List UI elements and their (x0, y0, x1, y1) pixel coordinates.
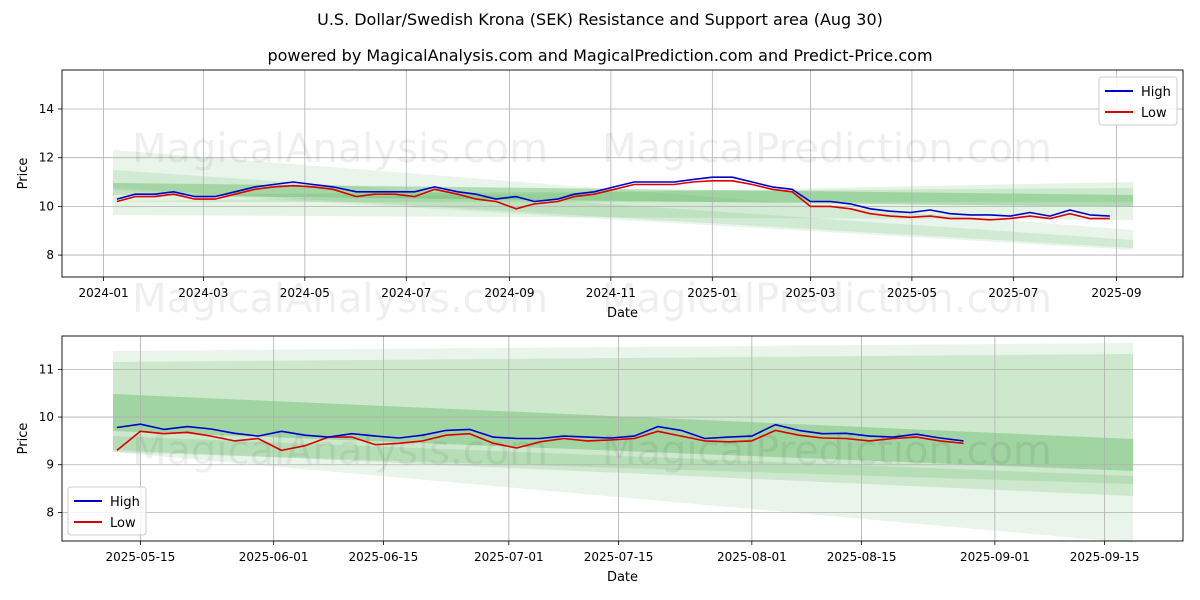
watermark-text: MagicalAnalysis.com (132, 126, 548, 172)
y-axis-label: Price (16, 158, 31, 190)
x-tick-label: 2025-09-01 (960, 550, 1030, 564)
plot-frame (61, 335, 1184, 542)
legend: High Low (67, 486, 147, 536)
y-axis-label: Price (16, 423, 31, 455)
resistance-support-band (113, 394, 1133, 471)
series-line-high (116, 176, 1110, 217)
x-tick-label: 2025-01 (687, 286, 737, 300)
resistance-support-band (113, 188, 1133, 202)
y-tick-label: 10 (39, 410, 54, 424)
plot-frame (61, 69, 1184, 278)
x-tick-label: 2025-08-01 (717, 550, 787, 564)
watermark-text: MagicalPrediction.com (602, 126, 1052, 172)
x-tick-label: 2025-06-15 (349, 550, 419, 564)
x-tick-label: 2025-06-01 (239, 550, 309, 564)
x-tick-label: 2024-01 (79, 286, 129, 300)
x-tick-label: 2024-05 (280, 286, 330, 300)
watermark-text: MagicalAnalysis.com (132, 276, 548, 322)
x-tick-label: 2025-07 (988, 286, 1038, 300)
legend-label-low: Low (110, 516, 136, 531)
x-tick-label: 2024-03 (178, 286, 228, 300)
resistance-support-band (113, 183, 1133, 207)
y-tick-label: 10 (39, 199, 54, 213)
x-axis-label: Date (607, 570, 638, 585)
legend-label-high: High (110, 495, 140, 510)
y-tick-label: 14 (39, 102, 54, 116)
resistance-support-band (113, 343, 1133, 543)
resistance-support-band (113, 170, 1133, 248)
chart-title: U.S. Dollar/Swedish Krona (SEK) Resistan… (317, 10, 883, 29)
axes-bottom: 2025-05-15 2025-06-01 2025-06-15 2025-07-01… (16, 335, 1184, 585)
resistance-support-band (113, 150, 1133, 250)
y-tick-label: 9 (46, 458, 54, 472)
x-tick-label: 2025-08-15 (827, 550, 897, 564)
series-line-high (116, 423, 964, 442)
y-tick-label: 12 (39, 151, 54, 165)
x-tick-label: 2025-07-15 (584, 550, 654, 564)
x-tick-label: 2025-05 (887, 286, 937, 300)
legend-label-high: High (1141, 85, 1171, 100)
resistance-support-band (113, 354, 1133, 496)
x-tick-label: 2024-07 (381, 286, 431, 300)
legend-label-low: Low (1141, 106, 1167, 121)
axes-top: 2024-01 2024-03 2024-05 2024-07 2024-09 2024-… (16, 69, 1184, 322)
watermark-text: MagicalPrediction.com (602, 428, 1052, 474)
x-tick-label: 2025-05-15 (106, 550, 176, 564)
y-tick-label: 11 (39, 362, 54, 376)
x-axis-label: Date (607, 306, 638, 321)
series-line-low (116, 429, 964, 452)
x-tick-label: 2025-03 (785, 286, 835, 300)
chart-subtitle: powered by MagicalAnalysis.com and Magic… (267, 46, 933, 65)
x-tick-label: 2024-11 (586, 286, 636, 300)
series-line-low (116, 180, 1110, 221)
y-tick-label: 8 (46, 505, 54, 519)
x-tick-label: 2025-09-15 (1070, 550, 1140, 564)
legend: High Low (1098, 76, 1178, 126)
x-tick-label: 2025-07-01 (474, 550, 544, 564)
watermark-text: MagicalPrediction.com (602, 276, 1052, 322)
x-tick-label: 2025-09 (1091, 286, 1141, 300)
resistance-support-band (113, 436, 1133, 484)
y-tick-label: 8 (46, 248, 54, 262)
x-tick-label: 2024-09 (484, 286, 534, 300)
